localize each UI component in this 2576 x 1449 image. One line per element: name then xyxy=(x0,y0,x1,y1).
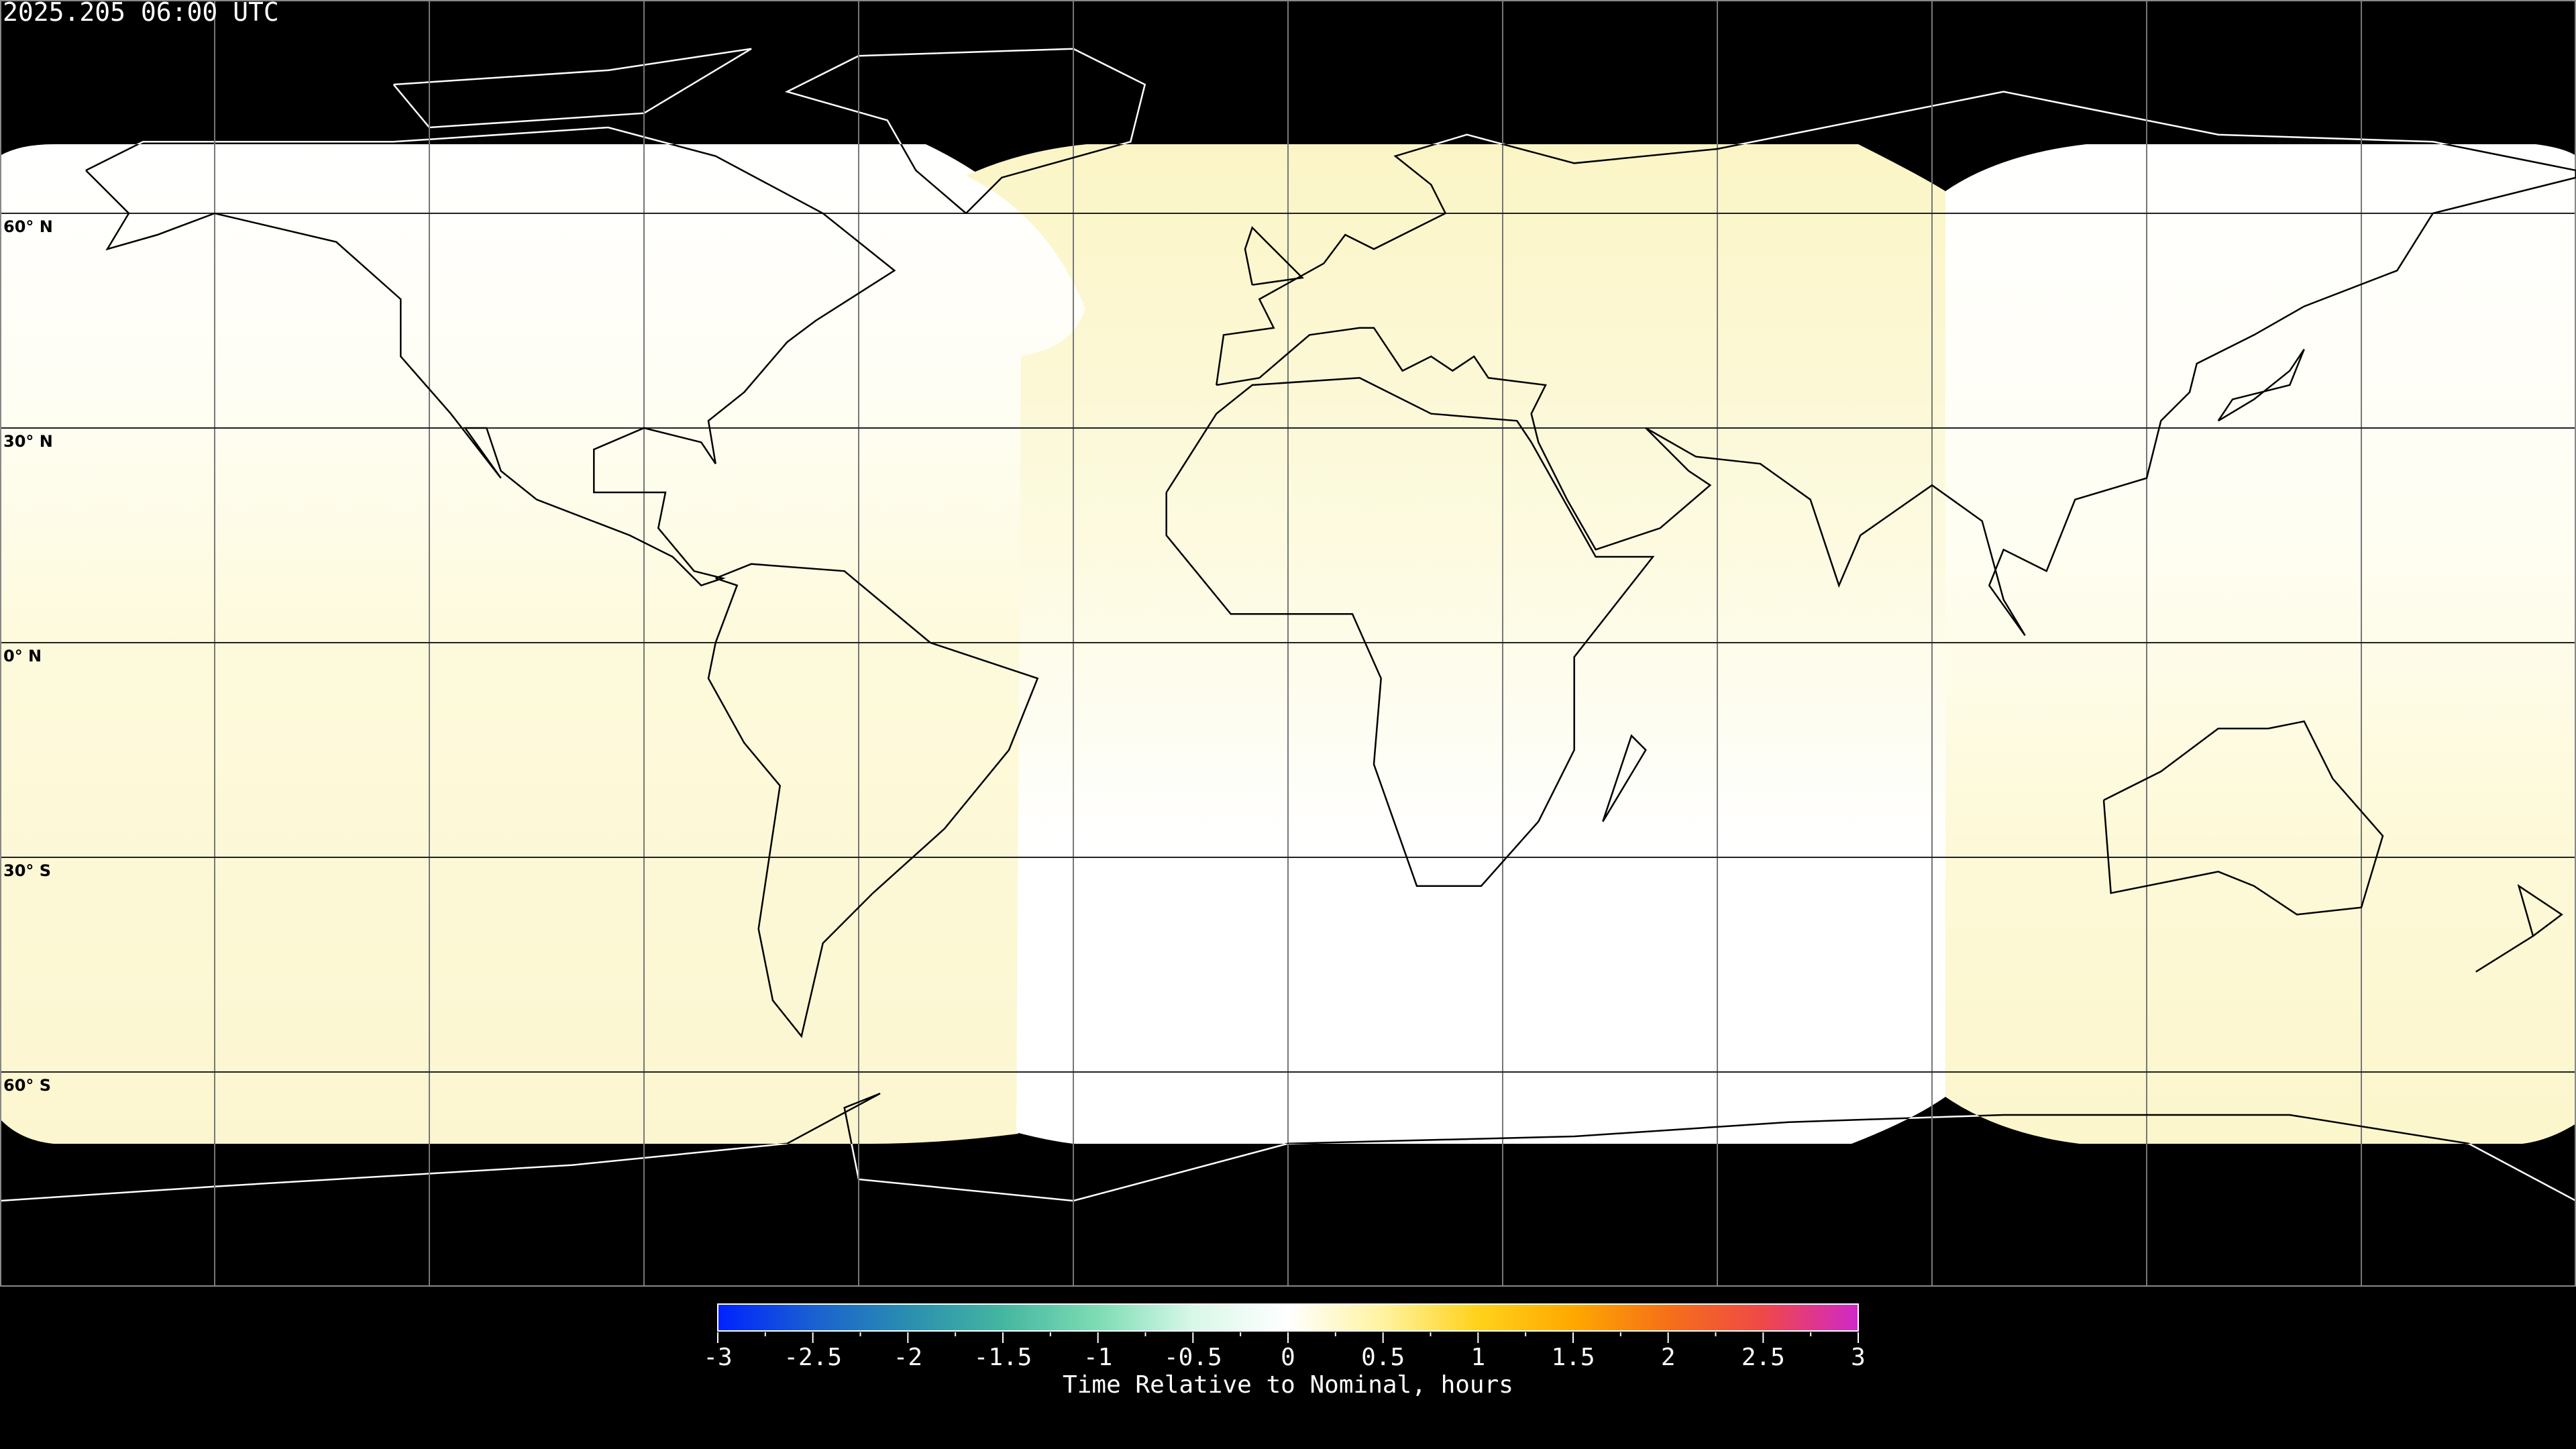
coastline xyxy=(1244,225,1304,286)
colorbar-ticks: -3 -2.5 -2 -1.5 -1 -0.5 0 0.5 1 1.5 2 2.5 3 xyxy=(703,1332,1866,1371)
coastline xyxy=(1602,734,1647,822)
lat-label: 60° N xyxy=(3,217,53,236)
data-region-west xyxy=(0,144,1087,1144)
coastline xyxy=(707,563,1039,1038)
colorbar-title: Time Relative to Nominal, hours xyxy=(1063,1371,1513,1399)
graticule xyxy=(0,0,2576,1287)
coastline xyxy=(392,48,752,129)
colorbar-tick-label: 0.5 xyxy=(1361,1344,1405,1371)
colorbar-tick-label: 1 xyxy=(1470,1344,1485,1371)
data-region-east xyxy=(1945,144,2576,1144)
coastline xyxy=(394,49,751,127)
coastline xyxy=(2102,720,2384,916)
colorbar: -3 -2.5 -2 -1.5 -1 -0.5 0 0.5 1 1.5 2 2.5 3 Time Rel… xyxy=(703,1303,1866,1399)
colorbar-tick-label: 2.5 xyxy=(1741,1344,1785,1371)
colorbar-tick-label: -0.5 xyxy=(1164,1344,1222,1371)
colorbar-tick-label: 3 xyxy=(1851,1344,1866,1371)
coastline xyxy=(1165,377,1655,887)
colorbar-tick-label: 0 xyxy=(1281,1344,1295,1371)
world-map xyxy=(0,0,2576,1287)
coastline xyxy=(784,144,1146,214)
coastlines-on-data xyxy=(0,49,2576,1144)
map-frame xyxy=(0,0,2576,1287)
coastline xyxy=(0,1092,2576,1144)
coastline xyxy=(2475,883,2563,973)
colorbar-tick-label: -1 xyxy=(1083,1344,1112,1371)
colorbar-tick-label: 1.5 xyxy=(1551,1344,1595,1371)
timestamp-title: 2025.205 06:00 UTC xyxy=(3,0,279,27)
colorbar-gradient xyxy=(717,1303,1859,1332)
lat-label: 0° N xyxy=(3,647,42,665)
coastline xyxy=(85,144,896,587)
coastline xyxy=(2217,349,2305,422)
lat-label: 30° S xyxy=(3,861,52,880)
colorbar-tick-label: 2 xyxy=(1661,1344,1676,1371)
colorbar-tick-label: -3 xyxy=(703,1344,732,1371)
colorbar-tick-label: -1.5 xyxy=(974,1344,1032,1371)
lat-label: 30° N xyxy=(3,431,53,451)
data-region-center xyxy=(966,144,1945,1144)
coastline xyxy=(1216,144,2576,637)
colorbar-tick-label: -2.5 xyxy=(784,1344,842,1371)
colorbar-tick-label: -2 xyxy=(894,1344,922,1371)
lat-label: 60° S xyxy=(3,1076,52,1095)
